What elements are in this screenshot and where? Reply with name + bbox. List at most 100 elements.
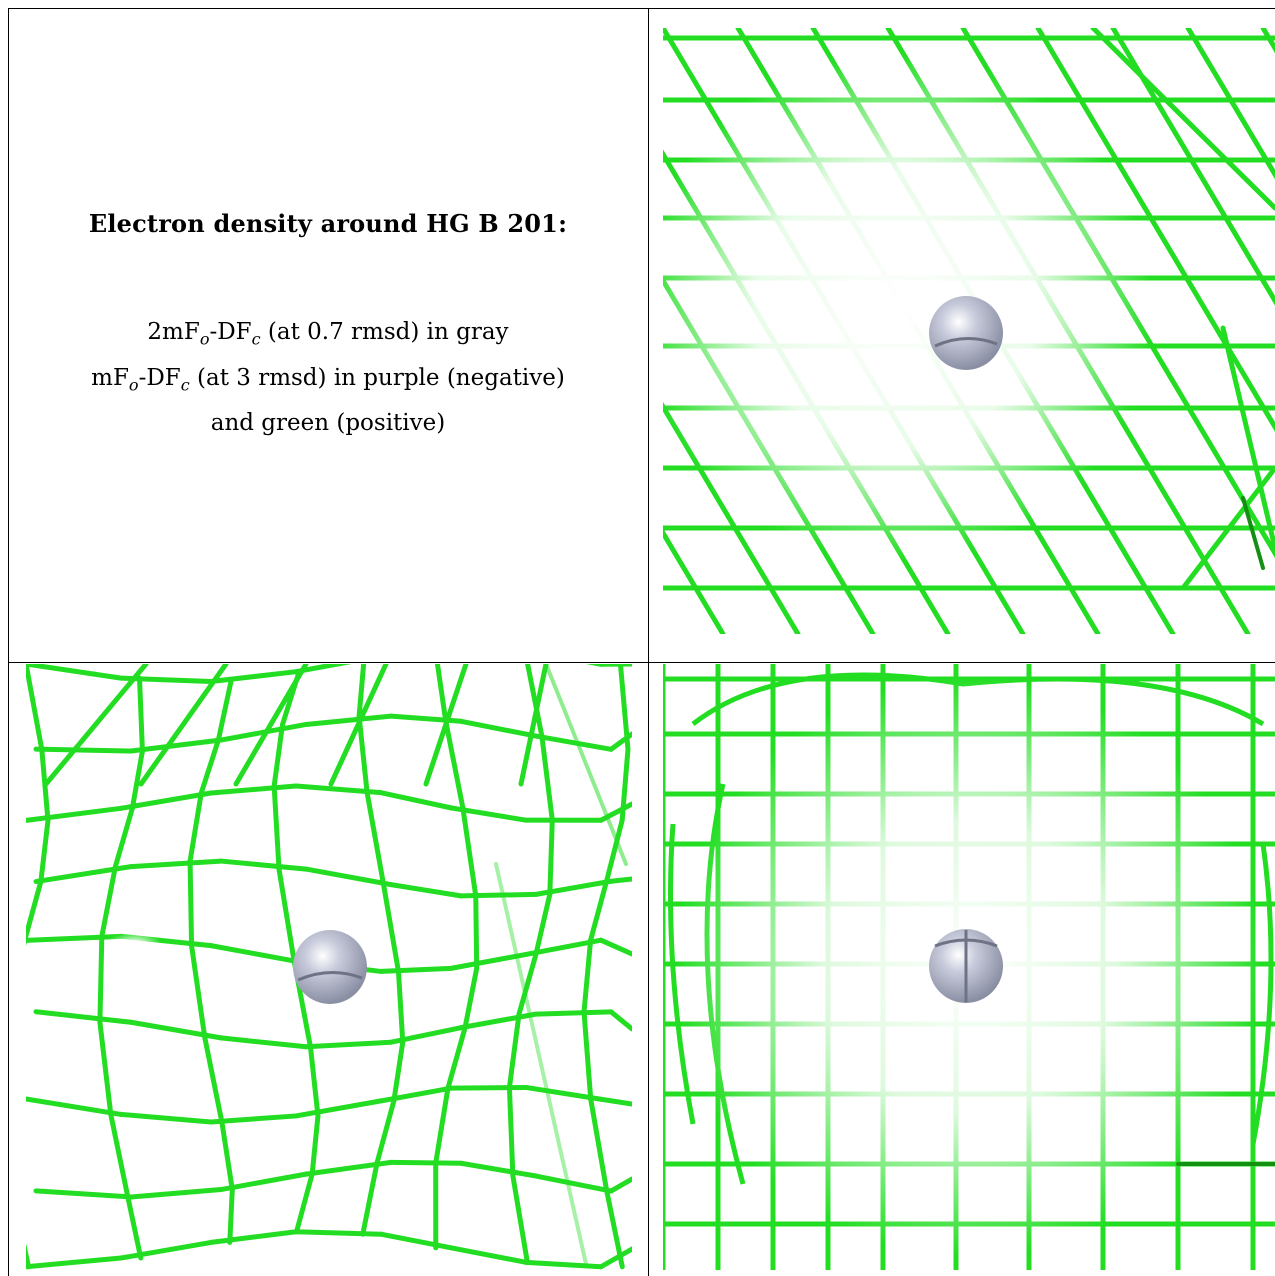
mesh-line — [547, 817, 555, 897]
mesh-line — [378, 1085, 454, 1104]
mesh-line — [138, 664, 229, 787]
mesh-line — [137, 675, 145, 754]
legend-line-positive: and green (positive) — [210, 410, 446, 437]
density-view-top-right — [663, 28, 1275, 634]
mesh-line — [118, 1111, 214, 1125]
mesh-line — [26, 879, 44, 943]
mesh-view-3 — [663, 664, 1275, 1270]
mesh-line — [26, 1243, 32, 1270]
mesh-line — [125, 1194, 144, 1261]
mesh-line — [218, 1171, 309, 1193]
mesh-line — [33, 1009, 134, 1025]
mesh-line — [423, 664, 469, 787]
mesh-line — [604, 1188, 625, 1270]
mesh-line — [208, 669, 299, 685]
mesh-line — [448, 951, 529, 971]
mesh-line — [598, 1246, 632, 1270]
mesh-line — [391, 1039, 406, 1104]
mesh-line — [458, 1160, 539, 1179]
mesh-line — [233, 664, 309, 787]
mesh-line — [533, 878, 614, 897]
mesh-line — [26, 1096, 124, 1117]
mesh-line — [187, 790, 204, 864]
mesh-line — [38, 817, 51, 885]
mesh-line — [360, 1159, 380, 1237]
mesh-line — [43, 664, 149, 787]
hg-atom — [293, 930, 367, 1004]
legend-line-2fo-fc: 2mFo-DFc (at 0.7 rmsd) in gray — [147, 319, 509, 349]
mesh-line — [523, 1259, 604, 1270]
mesh-line — [26, 1255, 124, 1270]
mesh-line — [129, 748, 145, 811]
mesh-line — [445, 1025, 468, 1091]
mesh-line — [293, 664, 352, 675]
mesh-line — [215, 679, 234, 743]
mesh-line — [443, 718, 466, 811]
mesh-line — [356, 664, 367, 719]
mesh-line — [448, 1084, 529, 1091]
mesh-view-2 — [26, 664, 632, 1270]
mesh-line — [33, 1188, 134, 1200]
mesh-line — [598, 937, 632, 957]
mesh-line — [381, 882, 401, 974]
mesh-line — [619, 746, 631, 823]
mesh-line — [588, 878, 610, 943]
hg-atom — [929, 929, 1003, 1003]
mesh-line — [525, 664, 545, 739]
mesh-line — [208, 783, 299, 796]
mesh-line — [218, 858, 309, 872]
mesh-line — [293, 1229, 384, 1237]
mesh-line — [533, 1173, 614, 1194]
mesh-line — [388, 882, 464, 899]
mesh-line — [516, 951, 539, 1017]
mesh-view-1 — [663, 28, 1275, 634]
mesh-line — [378, 965, 454, 974]
mesh-line — [374, 1098, 397, 1165]
legend-line-fo-fc: mFo-DFc (at 3 rmsd) in purple (negative) — [91, 364, 565, 395]
mesh-line — [128, 1187, 224, 1200]
mesh-line — [33, 746, 134, 754]
mesh-line — [303, 713, 394, 727]
mesh-line — [198, 737, 221, 796]
mesh-line — [458, 1011, 539, 1031]
mesh-line — [307, 1044, 321, 1119]
mesh-line — [208, 1113, 299, 1125]
mesh-line — [218, 1035, 309, 1050]
mesh-line — [506, 1011, 522, 1090]
mesh-line — [378, 790, 454, 811]
mesh-line — [460, 805, 479, 899]
mesh-line — [433, 1085, 451, 1166]
mesh-line — [128, 1019, 224, 1041]
hg-atom — [929, 296, 1003, 370]
mesh-line — [128, 858, 224, 870]
table-divider-center — [648, 8, 649, 1276]
mesh-line — [378, 1231, 454, 1251]
mesh-line — [271, 721, 286, 789]
mesh-line — [473, 893, 480, 971]
mesh-line — [544, 664, 628, 866]
mesh-line — [581, 1009, 594, 1102]
mesh-line — [128, 737, 224, 754]
mesh-line — [506, 1084, 516, 1179]
mesh-line — [510, 1173, 530, 1265]
depth-fog — [86, 904, 306, 984]
mesh-line — [227, 1187, 235, 1245]
mesh-line — [608, 1176, 632, 1194]
figure-title: Electron density around HG B 201: — [88, 209, 568, 238]
mesh-line — [458, 891, 539, 899]
mesh-line — [118, 790, 214, 811]
mesh-line — [328, 664, 389, 787]
mesh-line — [309, 1113, 321, 1177]
density-view-bottom-right — [663, 664, 1275, 1270]
mesh-line — [434, 664, 449, 724]
mesh-line — [494, 862, 588, 1266]
mesh-line — [294, 1171, 315, 1235]
mesh-line — [303, 866, 394, 888]
mesh-line — [581, 937, 594, 1015]
mesh-line — [588, 1096, 610, 1194]
mesh-line — [462, 965, 480, 1031]
mesh-line — [448, 1245, 529, 1265]
mesh-line — [303, 1039, 394, 1050]
table-border-top — [8, 8, 1275, 9]
density-view-bottom-left — [26, 664, 632, 1270]
